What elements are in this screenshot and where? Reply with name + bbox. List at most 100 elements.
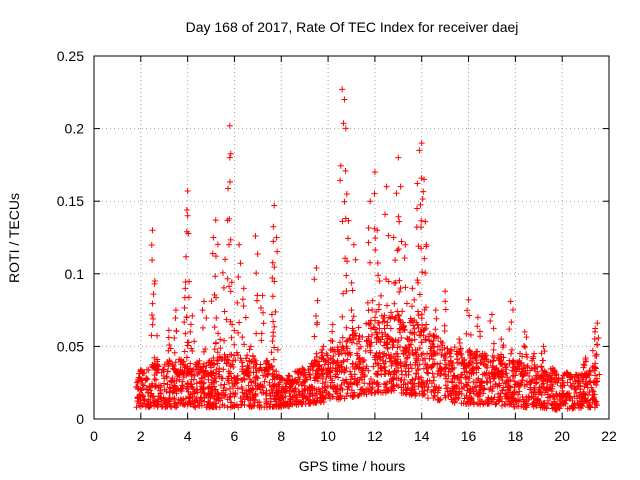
- data-point-trail: [384, 339, 391, 346]
- band-point: [458, 380, 465, 387]
- data-point: [306, 384, 313, 391]
- data-point-trail: [365, 239, 372, 246]
- data-point-trail: [351, 371, 358, 378]
- band-point: [418, 382, 425, 389]
- data-point: [194, 386, 200, 393]
- data-point: [540, 343, 547, 350]
- data-point-trail: [236, 319, 243, 326]
- data-point-trail: [421, 326, 428, 333]
- data-point: [329, 321, 336, 328]
- band-point: [171, 402, 178, 409]
- data-point-trail: [467, 331, 474, 338]
- data-point-trail: [420, 188, 427, 195]
- band-point: [161, 361, 168, 368]
- data-point-trail: [340, 290, 347, 297]
- data-point-trail: [491, 365, 498, 372]
- band-point: [161, 386, 168, 393]
- band-point: [497, 390, 504, 397]
- data-point-trail: [467, 353, 474, 360]
- data-point-trail: [428, 363, 435, 370]
- band-point: [354, 378, 361, 385]
- data-point-trail: [437, 372, 444, 379]
- x-tick-label: 20: [554, 428, 570, 444]
- data-point-trail: [419, 269, 426, 276]
- band-point: [167, 385, 174, 392]
- band-point: [574, 400, 581, 407]
- data-point-trail: [150, 291, 157, 298]
- data-point-trail: [200, 348, 207, 355]
- band-point: [555, 402, 562, 409]
- band-point: [382, 381, 389, 388]
- band-point: [329, 377, 336, 384]
- data-point: [149, 227, 156, 234]
- band-point: [176, 376, 183, 383]
- band-point: [451, 344, 458, 351]
- data-point-trail: [343, 272, 350, 279]
- band-point: [336, 386, 343, 393]
- band-point: [304, 396, 311, 403]
- data-point: [418, 140, 425, 147]
- band-point: [544, 373, 551, 380]
- data-point-trail: [339, 313, 346, 320]
- data-point-trail: [212, 339, 219, 346]
- data-point-trail: [231, 341, 238, 348]
- band-point: [212, 400, 219, 407]
- data-point: [271, 202, 278, 209]
- band-point: [135, 376, 142, 383]
- band-point: [381, 342, 388, 349]
- data-point-trail: [422, 304, 429, 311]
- band-point: [425, 384, 432, 391]
- data-point-trail: [414, 277, 421, 284]
- data-point: [364, 299, 371, 306]
- data-point: [231, 381, 238, 388]
- data-point-trail: [354, 352, 361, 359]
- data-point-trail: [189, 348, 196, 355]
- band-point: [295, 401, 302, 408]
- band-point: [250, 363, 257, 370]
- data-point-trail: [364, 342, 371, 349]
- data-point-trail: [428, 353, 435, 360]
- data-point-trail: [441, 357, 448, 364]
- data-point: [414, 205, 421, 212]
- data-point-trail: [270, 238, 277, 245]
- data-point: [395, 154, 402, 161]
- data-point-trail: [246, 358, 253, 365]
- band-point: [424, 387, 431, 394]
- band-point: [363, 391, 370, 398]
- band-point: [394, 339, 401, 346]
- band-point: [180, 396, 187, 403]
- band-point: [221, 402, 228, 409]
- data-point: [184, 212, 191, 219]
- data-point-trail: [382, 370, 389, 377]
- data-point: [503, 379, 509, 386]
- data-point-trail: [270, 356, 277, 363]
- band-point: [220, 366, 227, 373]
- data-point-trail: [379, 357, 386, 364]
- y-tick-label: 0.15: [57, 193, 84, 209]
- band-point: [356, 332, 363, 339]
- band-point: [292, 385, 299, 392]
- data-point-trail: [421, 306, 428, 313]
- data-point-trail: [224, 217, 231, 224]
- data-point-trail: [392, 257, 399, 264]
- data-point-trail: [346, 335, 353, 342]
- band-point: [322, 384, 329, 391]
- band-point: [408, 337, 415, 344]
- band-point: [155, 401, 162, 408]
- data-point-trail: [269, 275, 276, 282]
- data-point-trail: [271, 323, 278, 330]
- band-point: [276, 383, 283, 390]
- data-point-trail: [458, 351, 465, 358]
- band-point: [494, 352, 501, 359]
- band-point: [140, 397, 147, 404]
- data-point-trail: [454, 356, 461, 363]
- band-point: [470, 378, 477, 385]
- band-point: [289, 401, 296, 408]
- data-point-trail: [487, 318, 494, 325]
- data-point: [521, 328, 528, 335]
- band-point: [590, 394, 597, 401]
- band-point: [145, 398, 152, 405]
- data-point-trail: [212, 370, 219, 377]
- data-point-trail: [176, 371, 183, 378]
- data-point-trail: [254, 297, 261, 304]
